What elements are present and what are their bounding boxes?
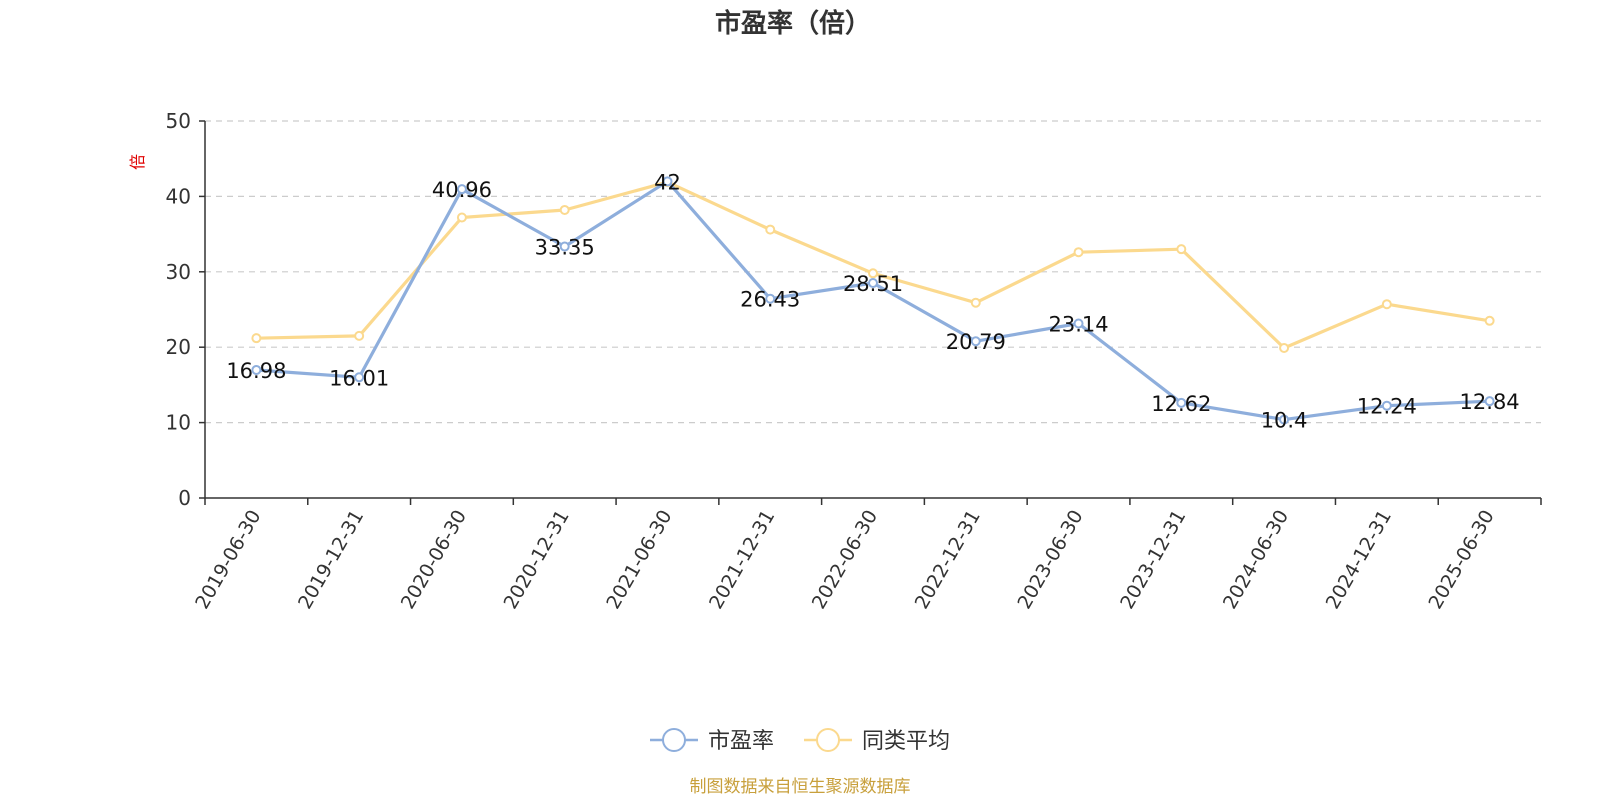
data-label: 42 xyxy=(654,170,681,194)
data-label: 23.14 xyxy=(1048,313,1108,337)
data-point xyxy=(1073,247,1084,258)
y-tick-label: 50 xyxy=(166,109,191,133)
x-tick-label: 2020-06-30 xyxy=(397,506,471,613)
x-tick-label: 2023-12-31 xyxy=(1116,506,1190,613)
data-label: 16.01 xyxy=(329,366,389,390)
series-layer xyxy=(251,176,1495,425)
series-line-peer-average xyxy=(256,180,1490,350)
data-point xyxy=(1279,342,1290,353)
legend-item-pe[interactable]: 市盈率 xyxy=(650,728,774,754)
y-tick-label: 10 xyxy=(166,411,191,435)
legend-item-peer-average[interactable]: 同类平均 xyxy=(804,728,950,754)
data-point xyxy=(456,212,467,223)
x-tick-label: 2019-06-30 xyxy=(191,506,265,613)
data-label: 26.43 xyxy=(740,288,800,312)
data-point xyxy=(1484,315,1495,326)
data-labels: 16.98 16.01 40.96 33.35 42 26.43 28.51 20.79 23.… xyxy=(226,170,1519,432)
series-line-pe xyxy=(256,179,1490,422)
data-point xyxy=(662,176,673,187)
y-tick-label: 20 xyxy=(166,335,191,359)
y-axis: 0 10 20 30 40 50 xyxy=(166,109,206,510)
data-point xyxy=(1484,396,1495,407)
data-point xyxy=(1176,397,1187,408)
y-tick-label: 30 xyxy=(166,260,191,284)
x-tick-label: 2021-12-31 xyxy=(705,506,779,613)
data-label: 12.62 xyxy=(1151,392,1211,416)
x-tick-label: 2024-06-30 xyxy=(1219,506,1293,613)
x-tick-label: 2022-12-31 xyxy=(911,506,985,613)
gridlines xyxy=(205,120,1541,424)
y-tick-label: 40 xyxy=(166,184,191,208)
legend[interactable]: 市盈率 同类平均 xyxy=(650,728,950,754)
data-point xyxy=(1073,318,1084,329)
data-label: 12.84 xyxy=(1460,390,1520,414)
data-point xyxy=(456,184,467,195)
data-point xyxy=(251,333,262,344)
x-tick-label: 2024-12-31 xyxy=(1322,506,1396,613)
legend-marker-icon xyxy=(816,728,840,752)
legend-label: 同类平均 xyxy=(862,729,950,754)
x-tick-label: 2022-06-30 xyxy=(808,506,882,613)
data-point xyxy=(868,278,878,289)
x-tick-label: 2021-06-30 xyxy=(602,506,676,613)
data-point xyxy=(559,241,570,252)
data-point xyxy=(868,268,878,279)
legend-label: 市盈率 xyxy=(708,729,774,754)
data-label: 12.24 xyxy=(1357,395,1417,419)
data-point xyxy=(1381,400,1392,411)
data-label: 20.79 xyxy=(946,330,1006,354)
data-label: 33.35 xyxy=(535,236,595,260)
data-label: 28.51 xyxy=(843,272,903,296)
data-point xyxy=(1176,244,1187,255)
data-label: 16.98 xyxy=(226,359,286,383)
x-tick-label: 2020-12-31 xyxy=(500,506,574,613)
y-tick-label: 0 xyxy=(178,486,191,510)
data-point xyxy=(354,330,365,341)
data-point xyxy=(251,364,262,375)
data-label: 40.96 xyxy=(432,178,492,202)
x-tick-label: 2025-06-30 xyxy=(1424,506,1498,613)
data-point xyxy=(970,336,981,347)
x-axis: 2019-06-30 2019-12-31 2020-06-30 2020-12-31… xyxy=(191,497,1542,613)
data-point xyxy=(1381,299,1392,310)
source-note: 制图数据来自恒生聚源数据库 xyxy=(690,777,911,797)
x-tick-label: 2019-12-31 xyxy=(294,506,368,613)
data-label: 10.4 xyxy=(1261,409,1308,433)
x-tick-label: 2023-06-30 xyxy=(1013,506,1087,613)
data-point xyxy=(765,293,776,304)
legend-marker-icon xyxy=(662,728,686,752)
data-point xyxy=(970,297,981,308)
chart-title: 市盈率（倍） xyxy=(715,8,871,39)
data-point xyxy=(765,224,776,235)
data-point xyxy=(1279,414,1290,425)
data-point xyxy=(354,372,365,383)
data-point xyxy=(559,204,570,215)
y-axis-label: 倍 xyxy=(128,154,147,170)
